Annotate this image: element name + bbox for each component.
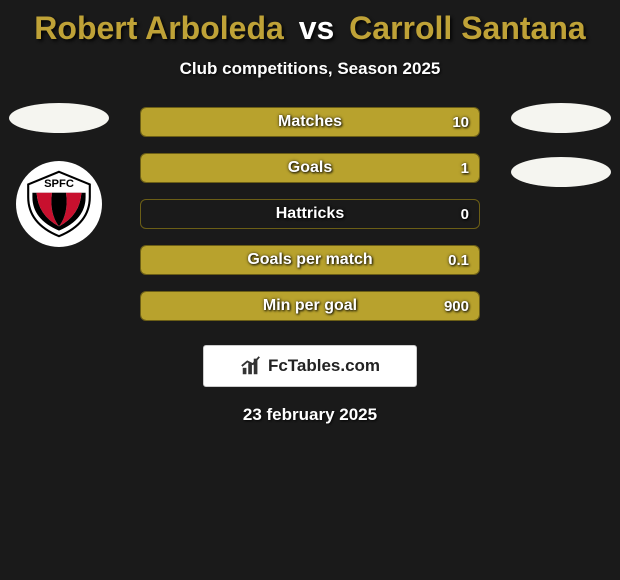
stat-bar: Min per goal900	[140, 291, 480, 321]
player1-avatar-placeholder	[9, 103, 109, 133]
player2-club-placeholder	[511, 157, 611, 187]
stat-bar: Goals per match0.1	[140, 245, 480, 275]
stat-bar-label: Goals	[141, 154, 479, 182]
bar-chart-icon	[240, 355, 262, 377]
subtitle: Club competitions, Season 2025	[0, 59, 620, 79]
stat-bar-value: 0	[461, 200, 469, 228]
stat-bar-value: 10	[452, 108, 469, 136]
stat-bar: Hattricks0	[140, 199, 480, 229]
title-player1: Robert Arboleda	[34, 10, 284, 46]
right-player-column	[506, 103, 616, 187]
player2-avatar-placeholder	[511, 103, 611, 133]
page-title: Robert Arboleda vs Carroll Santana	[0, 0, 620, 47]
left-player-column: SPFC	[4, 103, 114, 247]
stat-bar-label: Goals per match	[141, 246, 479, 274]
stat-bar-value: 1	[461, 154, 469, 182]
stat-bar-value: 900	[444, 292, 469, 320]
date: 23 february 2025	[0, 405, 620, 425]
stat-bar: Goals1	[140, 153, 480, 183]
stat-bar-label: Hattricks	[141, 200, 479, 228]
brand-badge: FcTables.com	[203, 345, 417, 387]
stat-bar: Matches10	[140, 107, 480, 137]
brand-text: FcTables.com	[268, 356, 380, 376]
stat-bar-value: 0.1	[448, 246, 469, 274]
spfc-badge-icon: SPFC	[24, 169, 94, 239]
title-vs: vs	[299, 10, 335, 46]
player1-club-badge: SPFC	[16, 161, 102, 247]
title-player2: Carroll Santana	[349, 10, 586, 46]
stat-bar-label: Min per goal	[141, 292, 479, 320]
stat-bar-label: Matches	[141, 108, 479, 136]
badge-text: SPFC	[44, 178, 74, 190]
comparison-arena: SPFC Matches10Goals1Hattricks0Goals per …	[0, 107, 620, 321]
stat-bars: Matches10Goals1Hattricks0Goals per match…	[140, 107, 480, 321]
